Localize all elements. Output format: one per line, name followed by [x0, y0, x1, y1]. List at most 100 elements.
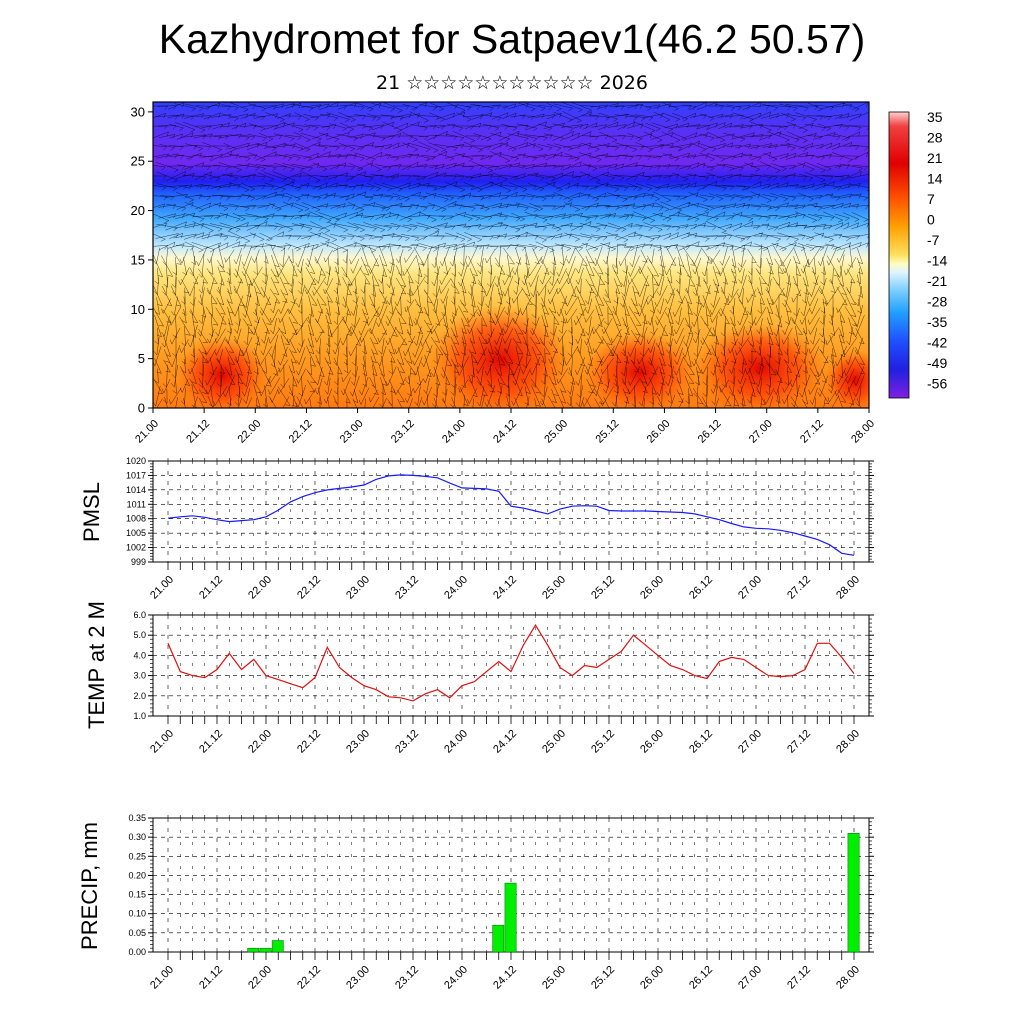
x-tick-label: 23.00 [344, 574, 372, 602]
y-tick-label: 1002 [126, 543, 146, 553]
x-tick-label: 26.00 [638, 964, 666, 992]
temp-series-line [167, 623, 855, 702]
x-tick-label: 24.12 [491, 418, 519, 446]
pmsl-series-line [167, 474, 855, 556]
x-tick-label: 24.00 [442, 728, 470, 756]
y-tick-label: 1014 [126, 485, 146, 495]
x-tick-label: 26.00 [638, 728, 666, 756]
colorbar-label: -42 [927, 335, 947, 351]
temp-panel: 6.0 5.0 4.0 3.0 2.0 1.021.00 21.12 22.00 22.12 23… [84, 601, 874, 756]
chart-title: Kazhydromet for Satpaev1(46.2 50.57) [158, 16, 866, 62]
y-tick-label: 25 [131, 154, 145, 169]
x-tick-label: 28.00 [834, 964, 862, 992]
x-tick-label: 24.12 [491, 728, 519, 756]
x-tick-label: 27.12 [798, 418, 826, 446]
colorbar-label: 21 [927, 150, 943, 166]
colorbar-label: 28 [927, 130, 943, 146]
x-tick-label: 27.00 [747, 418, 775, 446]
precip-bar [504, 882, 517, 953]
y-tick-label: 999 [131, 557, 146, 567]
x-tick-label: 23.12 [393, 964, 421, 992]
colorbar-label: -14 [927, 253, 947, 269]
y-tick-label: 20 [131, 203, 145, 218]
x-tick-label: 24.00 [442, 574, 470, 602]
y-tick-label: 4.0 [133, 650, 146, 660]
y-tick-label: 0.05 [128, 928, 146, 938]
x-tick-label: 23.12 [393, 574, 421, 602]
x-tick-label: 25.12 [589, 964, 617, 992]
contour-panel: 0 5 10 15 20 25 30 21.00 21.12 22.00 22.12 23.00 23… [131, 101, 877, 446]
x-tick-label: 24.00 [442, 964, 470, 992]
x-tick-label: 27.00 [736, 728, 764, 756]
colorbar-label: -28 [927, 294, 947, 310]
x-tick-label: 24.12 [491, 574, 519, 602]
x-tick-label: 24.12 [491, 964, 519, 992]
colorbar-label: -7 [927, 232, 940, 248]
x-tick-label: 22.12 [295, 964, 323, 992]
x-tick-label: 23.12 [389, 418, 417, 446]
x-tick-label: 23.00 [344, 728, 372, 756]
x-tick-label: 27.00 [736, 964, 764, 992]
x-tick-label: 26.12 [687, 728, 715, 756]
colorbar-label: 7 [927, 191, 935, 207]
x-tick-label: 28.00 [849, 418, 877, 446]
warm-cores [177, 305, 869, 408]
x-tick-label: 25.12 [589, 574, 617, 602]
x-tick-label: 27.12 [785, 964, 813, 992]
x-tick-label: 22.12 [295, 728, 323, 756]
x-tick-label: 26.00 [645, 418, 673, 446]
x-tick-label: 25.00 [540, 574, 568, 602]
x-tick-label: 21.12 [184, 418, 212, 446]
y-tick-label: 1.0 [133, 711, 146, 721]
y-tick-label: 0.25 [128, 851, 146, 861]
y-tick-label: 2.0 [133, 691, 146, 701]
colorbar-ramp [888, 111, 910, 399]
x-tick-label: 21.00 [148, 728, 176, 756]
x-tick-label: 23.12 [393, 728, 421, 756]
x-tick-label: 25.12 [593, 418, 621, 446]
y-tick-label: 1008 [126, 514, 146, 524]
y-tick-label: 0.15 [128, 890, 146, 900]
y-tick-label: 0.00 [128, 947, 146, 957]
x-tick-label: 24.00 [440, 418, 468, 446]
precip-bar [492, 924, 505, 953]
y-tick-label: 1020 [126, 456, 146, 466]
x-tick-label: 27.12 [785, 728, 813, 756]
x-tick-label: 23.00 [338, 418, 366, 446]
colorbar-label: -49 [927, 355, 947, 371]
y-tick-label: 1011 [127, 499, 146, 509]
x-tick-label: 25.00 [540, 728, 568, 756]
pmsl-ylabel: PMSL [79, 482, 104, 542]
x-tick-label: 22.00 [235, 418, 263, 446]
x-tick-label: 25.00 [542, 418, 570, 446]
precip-ylabel: PRECIP, mm [77, 822, 102, 950]
x-tick-label: 21.00 [148, 964, 176, 992]
x-tick-label: 25.00 [540, 964, 568, 992]
x-tick-label: 27.00 [736, 574, 764, 602]
x-tick-label: 28.00 [834, 728, 862, 756]
colorbar: 35 28 21 14 7 0 -7 -14 -21 -28 -35 -42 -49 -56 [888, 109, 947, 399]
x-tick-label: 21.12 [197, 964, 225, 992]
x-tick-label: 26.12 [687, 964, 715, 992]
wind-barbs [153, 102, 869, 408]
precip-bar [259, 947, 272, 953]
y-tick-label: 0.10 [128, 909, 146, 919]
x-tick-label: 21.12 [197, 574, 225, 602]
y-tick-label: 1017 [126, 470, 146, 480]
y-tick-label: 30 [131, 104, 145, 119]
wind-barb-strokes [153, 102, 869, 408]
y-tick-label: 6.0 [133, 610, 146, 620]
x-tick-label: 25.12 [589, 728, 617, 756]
y-tick-label: 5.0 [133, 630, 146, 640]
y-tick-label: 3.0 [133, 671, 146, 681]
x-tick-label: 26.00 [638, 574, 666, 602]
colorbar-label: -56 [927, 376, 947, 392]
y-tick-label: 5 [138, 351, 145, 366]
y-tick-label: 10 [131, 302, 145, 317]
colorbar-label: 35 [927, 109, 943, 125]
x-tick-label: 21.00 [133, 418, 161, 446]
y-tick-label: 0.20 [128, 870, 146, 880]
precip-bar [271, 940, 284, 953]
